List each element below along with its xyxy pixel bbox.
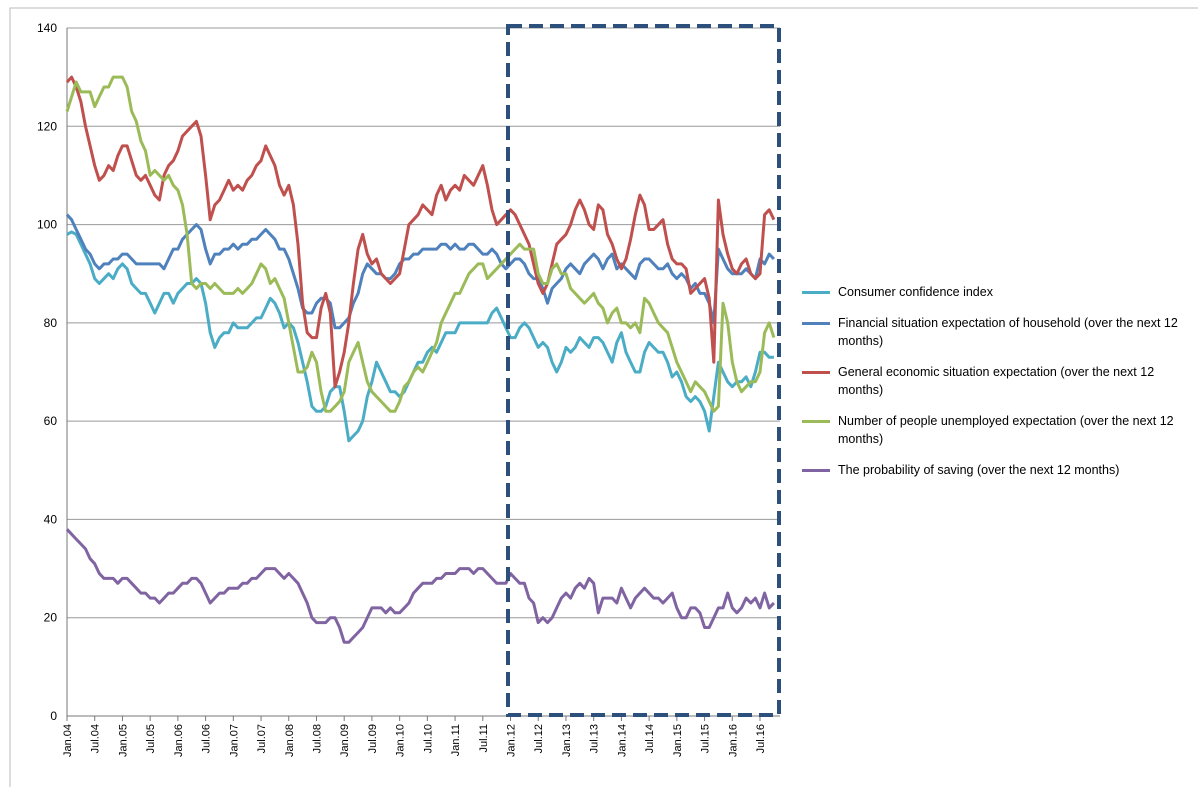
x-tick-label: Jul.16 xyxy=(755,724,767,753)
y-tick-label: 80 xyxy=(44,316,58,330)
legend-label: The probability of saving (over the next… xyxy=(838,463,1120,477)
legend-label: Number of people unemployed expectation … xyxy=(838,414,1174,446)
legend-entry: The probability of saving (over the next… xyxy=(802,461,1194,479)
legend-label: General economic situation expectation (… xyxy=(838,365,1155,397)
x-tick-label: Jan.06 xyxy=(173,724,185,757)
x-tick-label: Jan.16 xyxy=(727,724,739,757)
y-tick-label: 100 xyxy=(37,218,57,232)
x-tick-label: Jan.07 xyxy=(228,724,240,757)
legend-entry: Consumer confidence index xyxy=(802,283,1194,301)
legend: Consumer confidence index Financial situa… xyxy=(802,283,1194,492)
x-tick-label: Jan.13 xyxy=(561,724,573,757)
x-tick-label: Jul.10 xyxy=(422,724,434,753)
legend-entry: General economic situation expectation (… xyxy=(802,363,1194,399)
x-tick-label: Jan.09 xyxy=(339,724,351,757)
legend-swatch xyxy=(802,291,830,294)
x-tick-label: Jul.13 xyxy=(589,724,601,753)
x-tick-label: Jul.08 xyxy=(311,724,323,753)
x-tick-label: Jul.05 xyxy=(145,724,157,753)
y-tick-label: 140 xyxy=(37,21,57,35)
legend-label: Consumer confidence index xyxy=(838,285,993,299)
x-tick-label: Jul.14 xyxy=(644,724,656,753)
x-tick-label: Jan.08 xyxy=(284,724,296,757)
x-tick-label: Jan.10 xyxy=(395,724,407,757)
x-tick-label: Jan.11 xyxy=(450,724,462,756)
x-tick-label: Jul.06 xyxy=(201,724,213,753)
x-tick-label: Jul.09 xyxy=(367,724,379,753)
y-tick-label: 20 xyxy=(44,611,58,625)
x-tick-label: Jul.04 xyxy=(90,724,102,753)
chart-frame xyxy=(9,7,1198,787)
series-line xyxy=(65,75,776,413)
legend-label: Financial situation expectation of house… xyxy=(838,316,1178,348)
series-line xyxy=(65,75,776,389)
x-tick-label: Jan.14 xyxy=(616,724,628,757)
legend-swatch xyxy=(802,322,830,325)
y-tick-label: 0 xyxy=(50,709,57,723)
x-tick-label: Jul.12 xyxy=(533,724,545,753)
x-tick-label: Jan.04 xyxy=(62,724,74,757)
legend-swatch xyxy=(802,420,830,423)
series-line xyxy=(66,230,774,443)
series-line xyxy=(65,213,775,330)
legend-entry: Number of people unemployed expectation … xyxy=(802,412,1194,448)
legend-swatch xyxy=(802,371,830,374)
x-tick-label: Jul.15 xyxy=(700,724,712,753)
series-line xyxy=(65,528,775,644)
y-tick-label: 120 xyxy=(37,119,57,133)
x-tick-label: Jan.05 xyxy=(117,724,129,757)
x-tick-label: Jan.15 xyxy=(672,724,684,757)
legend-entry: Financial situation expectation of house… xyxy=(802,314,1194,350)
x-tick-label: Jul.11 xyxy=(478,724,490,753)
y-tick-label: 40 xyxy=(44,512,58,526)
highlight-box xyxy=(506,24,781,717)
legend-swatch xyxy=(802,469,830,472)
y-tick-label: 60 xyxy=(44,414,58,428)
x-tick-label: Jul.07 xyxy=(256,724,268,753)
x-tick-label: Jan.12 xyxy=(506,724,518,757)
